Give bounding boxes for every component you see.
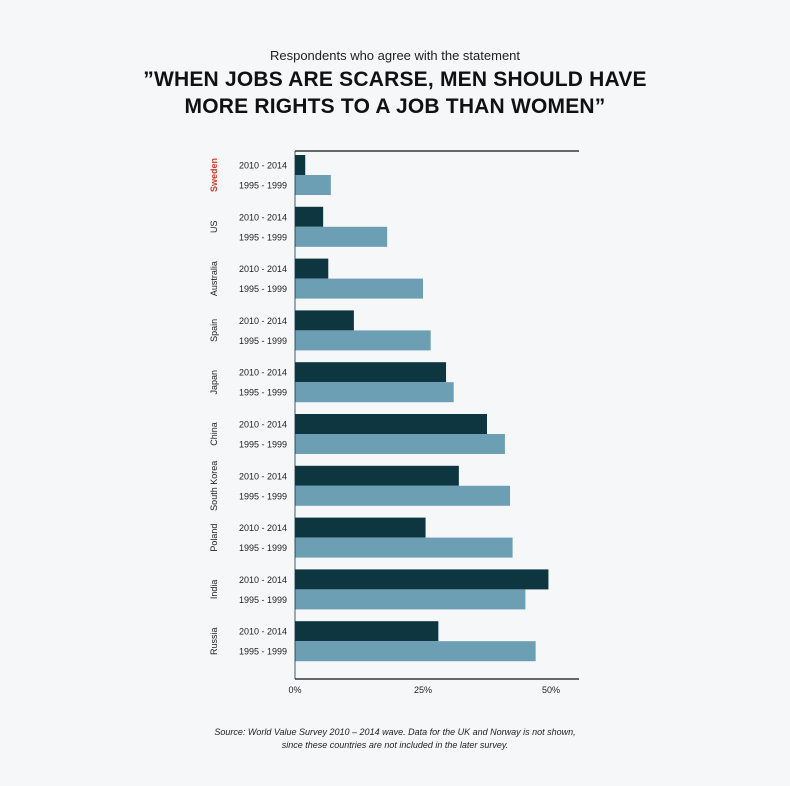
- bar-japan-old: [295, 382, 454, 403]
- bar-india-old: [295, 589, 526, 610]
- bar-japan-recent: [295, 362, 447, 383]
- period-label: 2010 - 2014: [239, 264, 287, 274]
- chart-title: ”WHEN JOBS ARE SCARSE, MEN SHOULD HAVE M…: [0, 66, 790, 120]
- x-tick-label: 0%: [288, 685, 301, 695]
- period-label: 2010 - 2014: [239, 471, 287, 481]
- bar-russia-recent: [295, 621, 439, 642]
- bar-india-recent: [295, 569, 549, 590]
- bar-russia-old: [295, 641, 536, 662]
- bar-spain-recent: [295, 310, 354, 331]
- x-tick-label: 50%: [542, 685, 560, 695]
- source-note-line-1: Source: World Value Survey 2010 – 2014 w…: [214, 727, 576, 737]
- country-label-japan: Japan: [209, 370, 219, 395]
- bar-sweden-recent: [295, 155, 306, 175]
- country-label-russia: Russia: [209, 627, 219, 655]
- period-label: 2010 - 2014: [239, 161, 287, 171]
- source-note-line-2: since these countries are not included i…: [281, 740, 509, 750]
- country-label-china: China: [209, 422, 219, 446]
- period-label: 1995 - 1999: [239, 440, 287, 450]
- bar-poland-recent: [295, 517, 426, 538]
- period-label: 1995 - 1999: [239, 543, 287, 553]
- period-label: 2010 - 2014: [239, 212, 287, 222]
- bar-spain-old: [295, 330, 431, 351]
- country-label-south-korea: South Korea: [209, 461, 219, 511]
- period-label: 2010 - 2014: [239, 316, 287, 326]
- country-label-india: India: [209, 580, 219, 600]
- period-label: 2010 - 2014: [239, 627, 287, 637]
- period-label: 2010 - 2014: [239, 523, 287, 533]
- bar-china-recent: [295, 414, 487, 434]
- period-label: 2010 - 2014: [239, 420, 287, 430]
- bar-us-recent: [295, 206, 324, 227]
- period-label: 2010 - 2014: [239, 368, 287, 378]
- country-label-us: US: [209, 221, 219, 234]
- country-label-spain: Spain: [209, 319, 219, 342]
- bar-south-korea-recent: [295, 465, 459, 486]
- bar-south-korea-old: [295, 485, 511, 506]
- source-note: Source: World Value Survey 2010 – 2014 w…: [0, 726, 790, 752]
- period-label: 1995 - 1999: [239, 647, 287, 657]
- x-tick-label: 25%: [414, 685, 432, 695]
- bar-sweden-old: [295, 175, 331, 195]
- country-label-australia: Australia: [209, 261, 219, 296]
- chart-title-line-2: MORE RIGHTS TO A JOB THAN WOMEN”: [184, 95, 606, 118]
- period-label: 1995 - 1999: [239, 336, 287, 346]
- period-label: 1995 - 1999: [239, 181, 287, 191]
- period-label: 1995 - 1999: [239, 232, 287, 242]
- bar-australia-old: [295, 278, 423, 299]
- chart-title-line-1: ”WHEN JOBS ARE SCARSE, MEN SHOULD HAVE: [143, 68, 647, 91]
- period-label: 1995 - 1999: [239, 595, 287, 605]
- country-label-poland: Poland: [209, 524, 219, 552]
- bar-china-old: [295, 434, 505, 454]
- period-label: 1995 - 1999: [239, 388, 287, 398]
- bar-poland-old: [295, 537, 513, 558]
- period-label: 2010 - 2014: [239, 575, 287, 585]
- period-label: 1995 - 1999: [239, 284, 287, 294]
- chart-subtitle: Respondents who agree with the statement: [269, 48, 521, 63]
- bar-us-old: [295, 226, 388, 247]
- period-label: 1995 - 1999: [239, 491, 287, 501]
- bar-australia-recent: [295, 258, 329, 279]
- country-label-sweden: Sweden: [209, 158, 219, 192]
